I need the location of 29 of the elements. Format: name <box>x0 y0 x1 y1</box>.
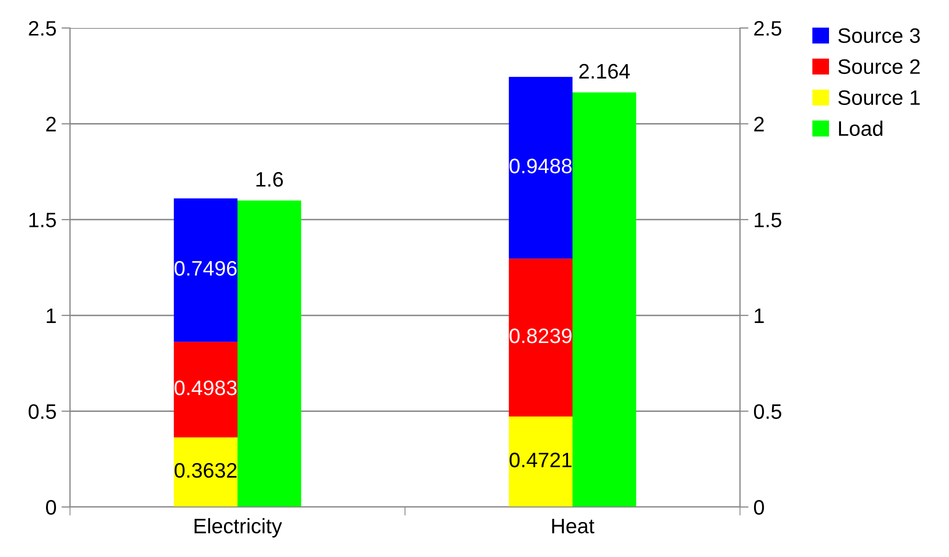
y2-tick-label: 1.5 <box>754 212 782 228</box>
bar <box>174 437 238 507</box>
y2-tick-label: 2.5 <box>754 21 782 36</box>
y2-tick-label: 1 <box>754 308 764 323</box>
y-tick-label: 1 <box>46 308 56 323</box>
data-label: 0.3632 <box>174 463 236 478</box>
legend-label: Source 2 <box>838 59 920 74</box>
y-tick-label: 2 <box>46 116 56 132</box>
x-tick-label: Electricity <box>194 518 282 538</box>
data-label: 0.4721 <box>510 452 572 468</box>
y2-tick-label: 2 <box>754 116 764 132</box>
y2-tick-label: 0.5 <box>754 404 782 419</box>
bar <box>508 416 572 507</box>
data-label: 0.8239 <box>510 328 572 344</box>
y-tick-label: 1.5 <box>29 212 56 228</box>
legend-label: Load <box>839 120 882 136</box>
data-label: 2.164 <box>579 64 630 79</box>
data-label: 0.7496 <box>174 260 237 276</box>
data-label: 1.6 <box>256 172 283 187</box>
data-label: 0.4983 <box>174 380 237 396</box>
y-tick-label: 2.5 <box>28 21 56 36</box>
legend-label: Source 3 <box>838 28 920 44</box>
x-tick-label: Heat <box>552 518 594 534</box>
y-tick-label: 0 <box>46 500 56 515</box>
legend-label: Source 1 <box>838 90 920 105</box>
y2-tick-label: 0 <box>754 500 764 515</box>
y-tick-label: 0.5 <box>28 404 56 419</box>
bar <box>174 342 238 438</box>
data-label: 0.9488 <box>510 158 572 174</box>
